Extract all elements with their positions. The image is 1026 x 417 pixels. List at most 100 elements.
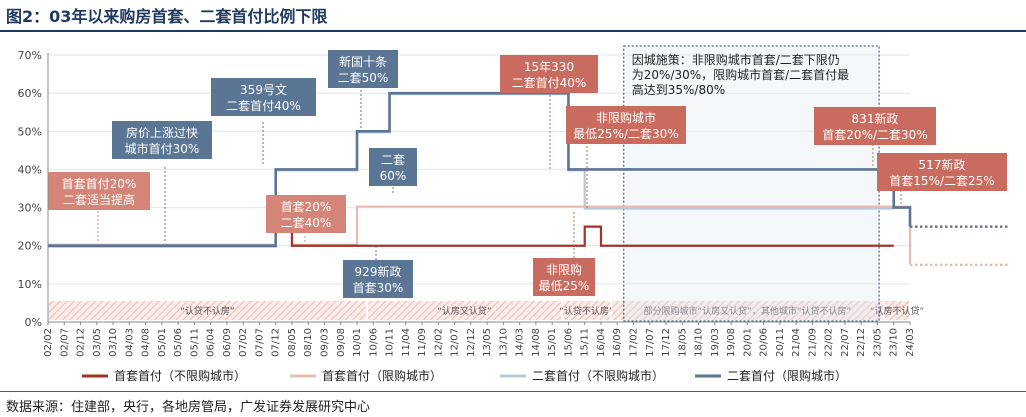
x-tick-label: 15/06 <box>563 328 574 357</box>
annotation-text: 非限购城市 <box>596 110 656 125</box>
x-tick-label: 16/09 <box>612 328 623 357</box>
x-tick-label: 05/11 <box>189 328 200 357</box>
annotation-text: 517新政 <box>919 157 966 172</box>
annotation-text: 60% <box>380 169 407 183</box>
x-tick-label: 24/03 <box>905 328 916 357</box>
x-tick-label: 06/09 <box>222 328 233 357</box>
x-tick-label: 22/07 <box>840 328 851 357</box>
x-tick-label: 05/01 <box>157 328 168 357</box>
footer-rule <box>0 391 1026 392</box>
regime-band-label: “认房又认贷” <box>437 305 491 317</box>
annotation-text: 房价上涨过快 <box>126 125 198 140</box>
x-tick-label: 17/07 <box>645 328 656 357</box>
x-tick-label: 10/06 <box>368 328 379 357</box>
annotation-text: 首套30% <box>353 281 404 295</box>
x-tick-label: 09/08 <box>336 328 347 357</box>
x-tick-label: 04/03 <box>124 328 135 357</box>
y-tick-label: 0% <box>25 316 42 329</box>
title-rule <box>0 30 1026 32</box>
annotation-text: 15年330 <box>524 60 574 74</box>
x-tick-label: 15/01 <box>547 328 558 357</box>
x-tick-label: 19/08 <box>726 328 737 357</box>
x-tick-label: 23/05 <box>872 328 883 357</box>
x-tick-label: 14/08 <box>531 328 542 357</box>
x-tick-label: 02/12 <box>76 328 87 357</box>
annotation-text: 新国十条 <box>339 54 387 69</box>
x-tick-label: 22/12 <box>856 328 867 357</box>
x-tick-label: 08/10 <box>303 328 314 357</box>
policy-box-text: 为20%/30%，限购城市首套/二套首付最 <box>632 67 849 82</box>
legend-label: 首套首付（限购城市） <box>322 368 442 383</box>
x-tick-label: 07/12 <box>271 328 282 357</box>
annotation-box <box>328 50 398 88</box>
x-tick-label: 18/10 <box>694 328 705 357</box>
annotation-text: 831新政 <box>852 111 899 126</box>
x-tick-label: 20/11 <box>775 328 786 357</box>
annotation-text: 二套首付40% <box>512 76 587 90</box>
x-tick-label: 03/05 <box>92 328 103 357</box>
x-tick-label: 23/10 <box>889 328 900 357</box>
y-tick-label: 40% <box>18 163 42 176</box>
x-tick-label: 20/01 <box>742 328 753 357</box>
annotation-box <box>369 148 417 186</box>
series-line <box>48 91 912 248</box>
regime-band <box>611 301 883 320</box>
y-tick-label: 10% <box>18 278 42 291</box>
regime-band-label: “认贷不认房” <box>559 305 613 317</box>
annotation-box <box>877 153 1007 191</box>
annotation-text: 二套50% <box>338 71 389 85</box>
x-tick-label: 11/04 <box>401 328 412 357</box>
x-tick-label: 15/11 <box>580 328 591 357</box>
annotation-box <box>533 258 595 296</box>
annotation-text: 二套 <box>381 153 405 167</box>
x-tick-label: 17/12 <box>661 328 672 357</box>
x-tick-label: 02/02 <box>43 328 54 357</box>
annotation-text: 首套首付20% <box>62 177 137 191</box>
annotation-text: 二套适当提高 <box>63 192 135 207</box>
annotation-box <box>500 55 598 93</box>
annotation-text: 359号文 <box>240 82 287 97</box>
x-tick-label: 21/09 <box>807 328 818 357</box>
y-tick-label: 60% <box>18 87 42 100</box>
x-tick-label: 12/02 <box>433 328 444 357</box>
x-tick-label: 07/07 <box>254 328 265 357</box>
x-tick-label: 06/04 <box>206 328 217 357</box>
annotation-text: 非限购 <box>546 262 582 277</box>
annotation-text: 最低25% <box>539 279 590 293</box>
x-tick-label: 04/08 <box>141 328 152 357</box>
annotation-text: 二套首付40% <box>226 99 301 113</box>
y-tick-label: 50% <box>18 125 42 138</box>
y-tick-label: 30% <box>18 202 42 215</box>
regime-band <box>49 301 366 320</box>
annotation-box <box>266 195 346 233</box>
regime-band <box>367 301 561 320</box>
annotation-text: 首套20%/二套30% <box>822 128 927 142</box>
x-tick-label: 14/03 <box>515 328 526 357</box>
regime-band-label: 部分限购城市“认房又认贷”，其他城市“认贷不认房” <box>644 305 852 317</box>
annotation-text: 首套15%/二套25% <box>889 174 994 188</box>
policy-box-text: 因城施策：非限购城市首套/二套下限仍 <box>632 52 840 67</box>
x-tick-label: 10/11 <box>385 328 396 357</box>
x-tick-label: 12/12 <box>466 328 477 357</box>
x-tick-label: 21/04 <box>791 328 802 357</box>
x-tick-label: 19/03 <box>710 328 721 357</box>
regime-band-label: “认房不认贷” <box>870 305 924 317</box>
figure-title: 图2：03年以来购房首套、二套首付比例下限 <box>6 7 328 26</box>
policy-box-text: 高达到35%/80% <box>632 82 725 97</box>
annotation-box <box>211 78 316 116</box>
x-tick-label: 05/06 <box>173 328 184 357</box>
legend-label: 二套首付（不限购城市） <box>532 368 664 383</box>
annotation-box <box>814 107 936 145</box>
x-tick-label: 13/10 <box>498 328 509 357</box>
policy-box <box>623 45 880 322</box>
x-tick-label: 09/03 <box>319 328 330 357</box>
y-tick-label: 20% <box>18 240 42 253</box>
regime-band <box>562 301 610 320</box>
x-tick-label: 16/04 <box>596 328 607 357</box>
source-note: 数据来源：住建部，央行，各地房管局，广发证券发展研究中心 <box>6 400 371 415</box>
regime-band <box>884 301 909 320</box>
x-tick-label: 11/09 <box>417 328 428 357</box>
x-tick-label: 10/01 <box>352 328 363 357</box>
x-tick-label: 20/06 <box>759 328 770 357</box>
x-tick-label: 13/05 <box>482 328 493 357</box>
